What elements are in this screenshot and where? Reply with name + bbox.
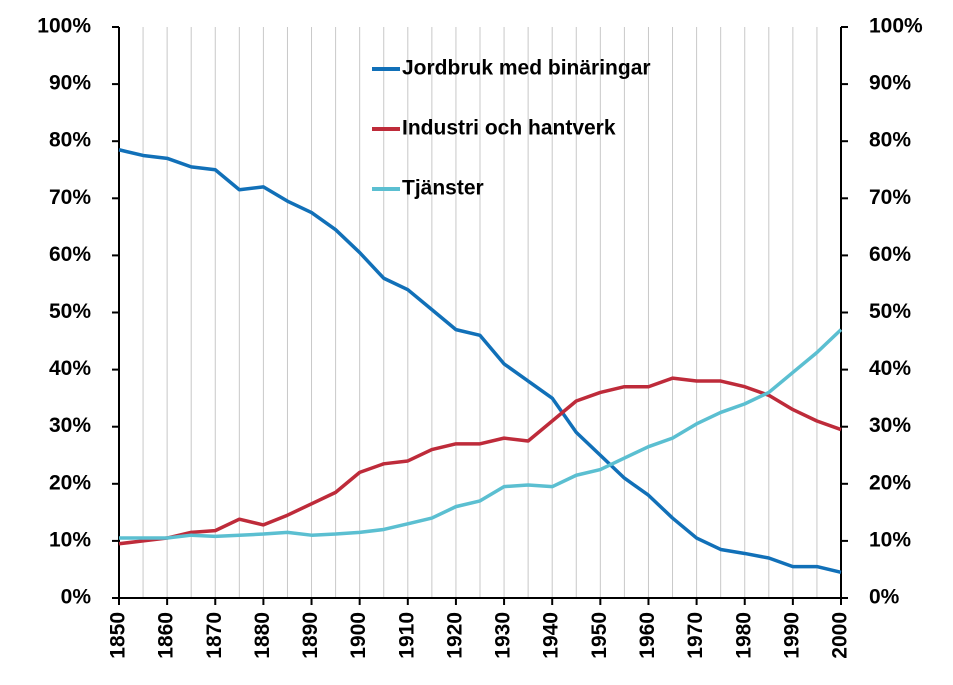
y2-tick-label: 100% <box>869 15 923 38</box>
y2-tick-label: 90% <box>869 72 911 95</box>
y2-tick-label: 70% <box>869 186 911 209</box>
y2-tick-label: 50% <box>869 300 911 323</box>
y-tick-label: 70% <box>49 186 91 209</box>
y2-tick-label: 10% <box>869 528 911 551</box>
y-tick-label: 80% <box>49 129 91 152</box>
x-tick-label: 1970 <box>684 612 707 659</box>
x-tick-label: 1980 <box>732 612 755 659</box>
line-series <box>119 328 843 540</box>
y-tick-label: 10% <box>49 528 91 551</box>
y-tick-label: 30% <box>49 414 91 437</box>
y2-tick-label: 60% <box>869 243 911 266</box>
legend-label: Industri och hantverk <box>402 117 616 140</box>
x-tick-label: 2000 <box>829 612 852 659</box>
x-tick-label: 1870 <box>203 612 226 659</box>
y-tick-label: 40% <box>49 357 91 380</box>
y2-tick-label: 40% <box>869 357 911 380</box>
y2-tick-label: 30% <box>869 414 911 437</box>
line-series <box>118 148 842 575</box>
y-tick-label: 90% <box>49 72 91 95</box>
x-tick-label: 1920 <box>443 612 466 659</box>
x-tick-label: 1950 <box>588 612 611 659</box>
x-tick-label: 1880 <box>251 612 274 659</box>
y2-tick-label: 0% <box>869 586 900 609</box>
y-tick-label: 50% <box>49 300 91 323</box>
y-tick-label: 20% <box>49 471 91 494</box>
y2-tick-label: 80% <box>869 129 911 152</box>
x-tick-label: 1960 <box>636 612 659 659</box>
legend-label: Tjänster <box>402 177 484 200</box>
x-tick-label: 1930 <box>492 612 515 659</box>
x-tick-label: 1910 <box>395 612 418 659</box>
x-tick-label: 1860 <box>155 612 178 659</box>
x-tick-label: 1900 <box>347 612 370 659</box>
x-tick-label: 1850 <box>107 612 130 659</box>
y-tick-label: 0% <box>61 586 92 609</box>
legend-label: Jordbruk med binäringar <box>402 57 651 80</box>
y-tick-label: 60% <box>49 243 91 266</box>
line-series <box>118 376 842 546</box>
x-tick-label: 1990 <box>780 612 803 659</box>
y-tick-label: 100% <box>37 15 91 38</box>
x-tick-label: 1940 <box>540 612 563 659</box>
y2-tick-label: 20% <box>869 471 911 494</box>
x-tick-label: 1890 <box>299 612 322 659</box>
